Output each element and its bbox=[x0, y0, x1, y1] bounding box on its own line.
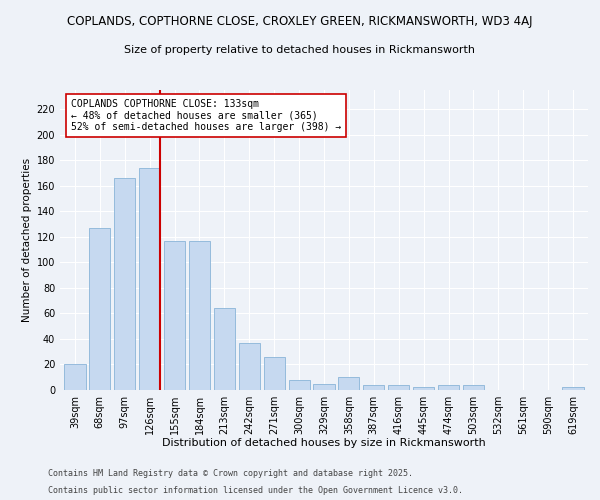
Bar bbox=[363, 385, 385, 390]
X-axis label: Distribution of detached houses by size in Rickmansworth: Distribution of detached houses by size … bbox=[162, 438, 486, 448]
Bar bbox=[313, 384, 335, 390]
Bar bbox=[338, 377, 359, 390]
Text: Size of property relative to detached houses in Rickmansworth: Size of property relative to detached ho… bbox=[125, 45, 476, 55]
Bar bbox=[214, 308, 235, 390]
Bar bbox=[562, 388, 584, 390]
Text: Contains public sector information licensed under the Open Government Licence v3: Contains public sector information licen… bbox=[48, 486, 463, 495]
Bar bbox=[189, 240, 210, 390]
Bar bbox=[263, 357, 285, 390]
Bar bbox=[289, 380, 310, 390]
Bar bbox=[413, 388, 434, 390]
Bar bbox=[114, 178, 136, 390]
Bar bbox=[139, 168, 160, 390]
Bar bbox=[438, 385, 459, 390]
Bar bbox=[64, 364, 86, 390]
Y-axis label: Number of detached properties: Number of detached properties bbox=[22, 158, 32, 322]
Text: Contains HM Land Registry data © Crown copyright and database right 2025.: Contains HM Land Registry data © Crown c… bbox=[48, 468, 413, 477]
Bar bbox=[239, 343, 260, 390]
Bar bbox=[89, 228, 110, 390]
Bar bbox=[164, 240, 185, 390]
Text: COPLANDS, COPTHORNE CLOSE, CROXLEY GREEN, RICKMANSWORTH, WD3 4AJ: COPLANDS, COPTHORNE CLOSE, CROXLEY GREEN… bbox=[67, 15, 533, 28]
Bar bbox=[463, 385, 484, 390]
Bar bbox=[388, 385, 409, 390]
Text: COPLANDS COPTHORNE CLOSE: 133sqm
← 48% of detached houses are smaller (365)
52% : COPLANDS COPTHORNE CLOSE: 133sqm ← 48% o… bbox=[71, 99, 341, 132]
